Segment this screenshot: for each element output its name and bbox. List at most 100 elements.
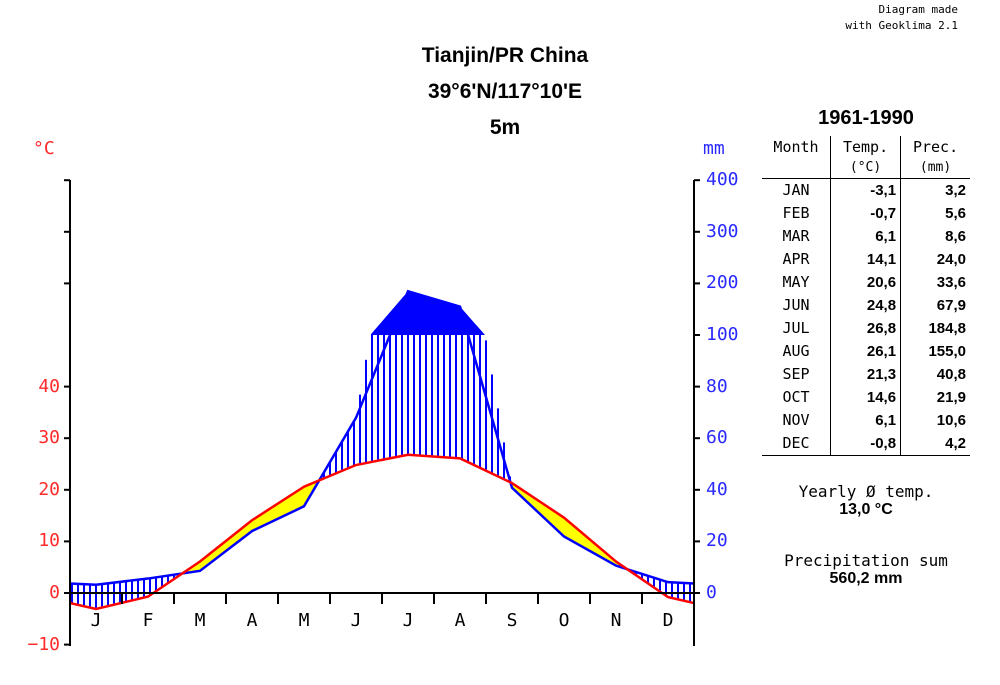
station-coords: 39°6'N/117°10'E	[427, 80, 583, 103]
header-prec: Prec.	[900, 136, 970, 158]
month-label: N	[610, 610, 622, 631]
credit-line-1: Diagram made	[878, 3, 958, 16]
table-row: MAY 20,6 33,6	[762, 271, 970, 294]
temp-cell: 24,8	[829, 294, 901, 317]
prec-cell: 21,9	[900, 386, 970, 409]
month-cell: JAN	[762, 178, 831, 202]
prec-cell: 8,6	[900, 225, 970, 248]
prec-sum-value: 560,2 mm	[829, 570, 903, 587]
month-cell: FEB	[782, 204, 810, 222]
table-unit-row: (°C) (mm)	[762, 158, 970, 179]
left-tick-label: 10	[38, 530, 60, 552]
table-row: AUG 26,1 155,0	[762, 340, 970, 363]
station-elevation: 5m	[489, 116, 521, 139]
temperature-line	[69, 453, 695, 611]
left-tick-label: 40	[38, 375, 60, 397]
temp-cell: 26,1	[829, 340, 901, 363]
month-cell: OCT	[782, 388, 810, 406]
header-temp-unit: (°C)	[829, 158, 901, 179]
month-label: O	[558, 610, 570, 631]
temp-cell: 14,1	[829, 248, 901, 271]
left-tick-label: 20	[38, 478, 60, 500]
table-row: JUN 24,8 67,9	[762, 294, 970, 317]
yearly-temp-summary: Yearly Ø temp. 13,0 °C	[762, 482, 970, 519]
table-row: FEB -0,7 5,6	[762, 202, 970, 225]
header-temp: Temp.	[829, 136, 901, 158]
table-body: JAN -3,1 3,2 FEB -0,7 5,6 MAR 6,1 8,6 APR 14,1 24,0…	[762, 178, 970, 456]
month-cell: JUL	[782, 319, 810, 337]
table-row: JUL 26,8 184,8	[762, 317, 970, 340]
table-row: OCT 14,6 21,9	[762, 386, 970, 409]
month-label: F	[142, 610, 154, 631]
perhumid-area	[371, 291, 485, 335]
month-label: J	[402, 610, 414, 631]
month-label: A	[246, 610, 258, 631]
prec-sum-label: Precipitation sum	[784, 551, 948, 570]
right-tick-label: 20	[706, 530, 728, 552]
right-tick-label: 0	[706, 582, 717, 603]
right-tick-label: 400	[706, 169, 739, 191]
prec-cell: 67,9	[900, 294, 970, 317]
temp-cell: -3,1	[829, 178, 901, 202]
month-label: A	[454, 610, 466, 631]
table-row: APR 14,1 24,0	[762, 248, 970, 271]
table-row: MAR 6,1 8,6	[762, 225, 970, 248]
header-month: Month	[773, 138, 819, 156]
left-tick-label: 0	[49, 582, 60, 603]
month-label: S	[506, 610, 518, 631]
month-label: M	[298, 610, 310, 631]
table-header-row: Month Temp. Prec.	[762, 136, 970, 158]
prec-cell: 5,6	[900, 202, 970, 225]
temp-cell: 20,6	[829, 271, 901, 294]
prec-cell: 4,2	[900, 432, 970, 456]
table-row: DEC -0,8 4,2	[762, 432, 970, 456]
month-cell: NOV	[782, 411, 810, 429]
arid-area	[184, 480, 318, 574]
right-tick-label: 60	[706, 427, 728, 449]
prec-cell: 3,2	[900, 178, 970, 202]
temp-cell: 6,1	[829, 225, 901, 248]
right-tick-label: 100	[706, 324, 739, 345]
table-row: NOV 6,1 10,6	[762, 409, 970, 432]
left-tick-label: −10	[27, 633, 60, 655]
period-title: 1961-1990	[818, 107, 914, 129]
month-cell: JUN	[782, 296, 810, 314]
yearly-temp-value: 13,0 °C	[839, 501, 893, 518]
right-tick-label: 300	[706, 220, 739, 242]
right-axis-unit: mm	[703, 138, 725, 159]
right-tick-label: 80	[706, 375, 728, 397]
prec-sum-summary: Precipitation sum 560,2 mm	[762, 551, 970, 588]
temp-cell: -0,8	[829, 432, 901, 456]
credit-line-2: with Geoklima 2.1	[845, 19, 958, 32]
month-cell: MAR	[782, 227, 810, 245]
right-tick-label: 200	[706, 272, 739, 294]
left-axis-unit: °C	[33, 138, 55, 159]
table-row: JAN -3,1 3,2	[762, 178, 970, 202]
table-row: SEP 21,3 40,8	[762, 363, 970, 386]
temp-cell: -0,7	[829, 202, 901, 225]
temp-cell: 6,1	[829, 409, 901, 432]
temp-cell: 14,6	[829, 386, 901, 409]
month-cell: MAY	[782, 273, 810, 291]
prec-cell: 155,0	[900, 340, 970, 363]
prec-cell: 10,6	[900, 409, 970, 432]
month-label: J	[350, 610, 362, 631]
prec-cell: 40,8	[900, 363, 970, 386]
header-prec-unit: (mm)	[900, 158, 970, 179]
title-block: Tianjin/PR China 39°6'N/117°10'E 5m	[305, 38, 705, 146]
prec-cell: 33,6	[900, 271, 970, 294]
month-cell: APR	[782, 250, 810, 268]
month-cell: AUG	[782, 342, 810, 360]
month-label: M	[194, 610, 206, 631]
month-label: J	[90, 610, 102, 631]
temp-cell: 26,8	[829, 317, 901, 340]
prec-cell: 184,8	[900, 317, 970, 340]
prec-cell: 24,0	[900, 248, 970, 271]
month-cell: DEC	[762, 432, 831, 456]
right-tick-label: 40	[706, 478, 728, 500]
precipitation-line	[69, 289, 695, 586]
yearly-temp-label: Yearly Ø temp.	[798, 482, 934, 501]
credit: Diagram made with Geoklima 2.1	[845, 2, 958, 34]
arid-area	[512, 483, 625, 569]
